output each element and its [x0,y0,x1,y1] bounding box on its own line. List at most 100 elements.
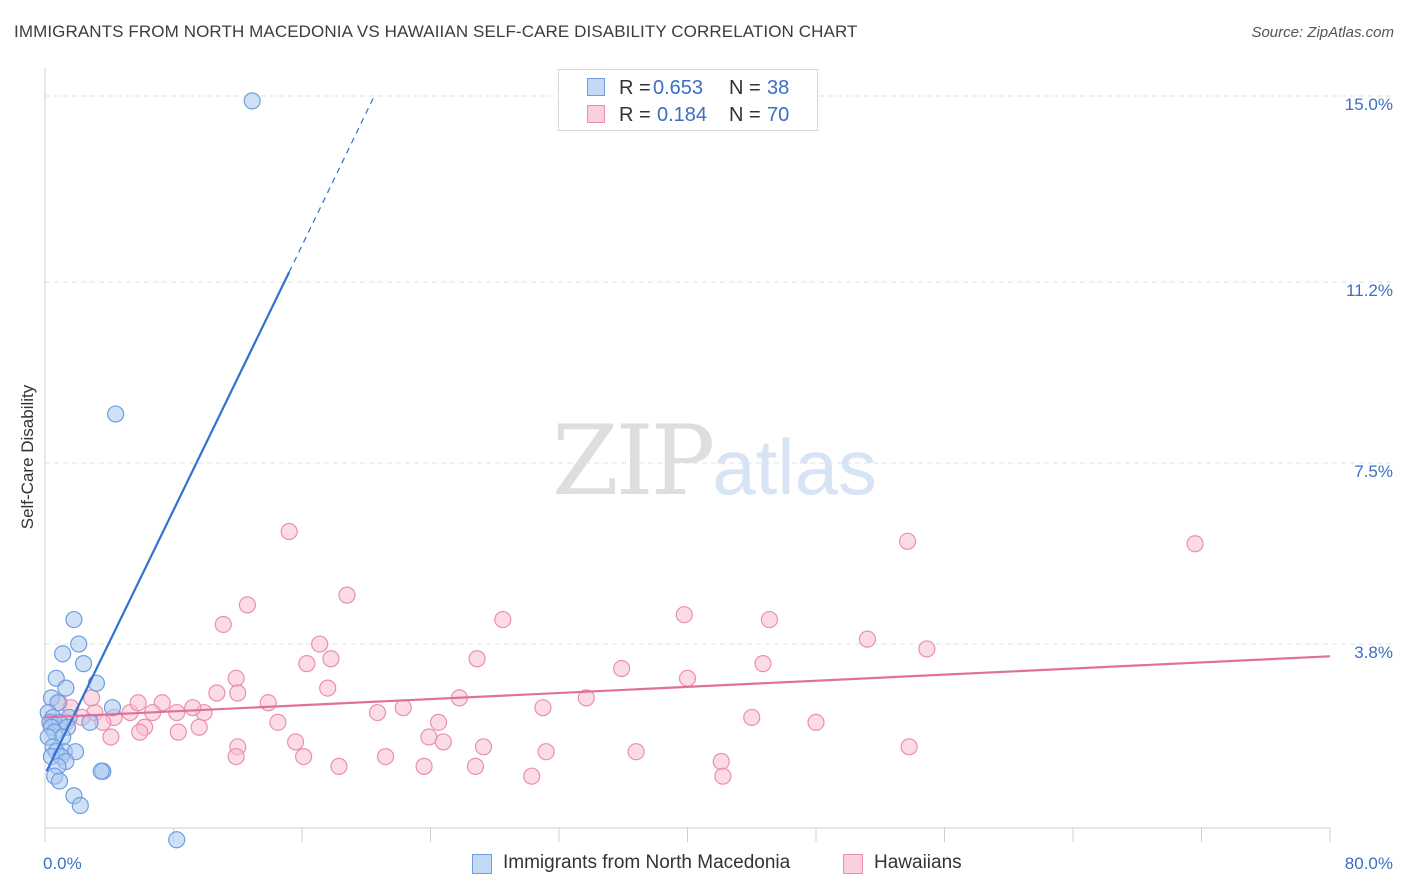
point-hawaiians [190,718,208,736]
point-hawaiians [900,738,918,756]
point-hawaiians [712,752,730,771]
y-tick-label: 11.2% [1346,281,1393,300]
point-north-macedonia [57,679,75,697]
point-hawaiians [169,723,187,741]
point-hawaiians [898,532,917,550]
bottom-legend-swatch-blue [472,854,492,874]
point-north-macedonia [243,92,261,110]
point-north-macedonia [71,796,89,815]
point-hawaiians [577,689,595,707]
legend-n-value: 70 [767,104,790,126]
watermark-zip: ZIP [552,405,715,517]
point-hawaiians [286,733,305,751]
legend-swatch-blue [587,78,605,96]
point-hawaiians [214,615,232,634]
point-hawaiians [807,713,825,731]
point-north-macedonia [54,645,72,663]
y-axis-label: Self-Care Disability [18,384,37,530]
point-hawaiians [714,767,732,785]
legend-n-label: N = [729,77,761,99]
point-hawaiians [227,669,245,687]
point-hawaiians [338,586,356,604]
watermark-atlas: atlas [712,423,877,511]
point-hawaiians [415,757,433,775]
point-hawaiians [229,684,247,702]
point-north-macedonia [168,831,186,849]
point-hawaiians [1186,535,1204,553]
point-hawaiians [394,699,412,717]
point-hawaiians [168,703,186,722]
correlation-legend: R = 0.653 N = 38 R = 0.184 N = 70 [558,69,818,131]
legend-swatch-pink [587,105,605,123]
point-hawaiians [429,713,448,731]
x-tick-label-min: 0.0% [43,854,82,873]
bottom-legend-swatch-pink [843,854,863,874]
point-hawaiians [102,728,120,746]
point-hawaiians [330,757,348,775]
point-north-macedonia [50,772,69,790]
point-hawaiians [129,694,147,712]
point-north-macedonia [81,713,99,731]
source-credit: Source: ZipAtlas.com [1251,24,1394,41]
legend-r-label: R = [619,77,651,99]
point-hawaiians [298,655,316,673]
point-hawaiians [434,733,452,751]
point-north-macedonia [92,762,110,780]
point-hawaiians [184,699,202,717]
point-hawaiians [295,747,313,766]
trendline-north-macedonia [45,271,291,772]
legend-r-value: 0.653 [653,77,704,99]
point-hawaiians [613,659,631,678]
trendline-north-macedonia-extension [288,95,375,273]
bottom-legend-label: Immigrants from North Macedonia [503,852,791,873]
point-hawaiians [420,728,438,746]
point-hawaiians [238,596,256,614]
legend-row-north-macedonia: R = 0.653 N = 38 [559,73,817,101]
point-hawaiians [280,522,298,541]
y-tick-label: 15.0% [1345,95,1393,114]
point-hawaiians [227,747,245,766]
point-hawaiians [523,767,541,785]
point-hawaiians [368,703,387,722]
point-hawaiians [675,606,693,624]
point-hawaiians [760,610,779,629]
point-hawaiians [743,708,761,727]
point-hawaiians [494,610,512,629]
point-hawaiians [311,635,329,653]
point-north-macedonia [65,610,83,629]
y-tick-label: 3.8% [1354,643,1393,662]
legend-row-hawaiians: R = 0.184 N = 70 [559,100,817,128]
point-hawaiians [468,650,486,668]
legend-r-value: 0.184 [657,104,708,126]
point-hawaiians [537,743,555,761]
bottom-legend-label: Hawaiians [874,852,962,873]
trendline-hawaiians [44,655,1331,719]
point-hawaiians [627,743,645,761]
point-hawaiians [322,650,340,668]
point-hawaiians [466,757,485,775]
point-hawaiians [754,655,772,673]
point-hawaiians [474,738,493,756]
point-north-macedonia [70,635,88,653]
point-hawaiians [269,713,287,731]
point-north-macedonia [107,405,125,423]
x-tick-label-max: 80.0% [1345,854,1393,873]
point-north-macedonia [87,674,106,692]
legend-r-label: R = [619,104,651,126]
point-hawaiians [376,747,395,766]
point-hawaiians [534,699,552,717]
point-hawaiians [858,630,877,648]
y-tick-label: 7.5% [1354,462,1393,481]
point-hawaiians [131,723,149,741]
point-north-macedonia [103,699,122,717]
point-hawaiians [259,694,277,712]
legend-n-label: N = [729,104,761,126]
point-hawaiians [678,669,697,687]
point-hawaiians [208,684,226,702]
watermark: ZIPatlas [552,405,877,517]
legend-n-value: 38 [767,77,790,99]
point-hawaiians [319,679,337,697]
point-north-macedonia [74,655,93,673]
point-hawaiians [918,640,936,658]
